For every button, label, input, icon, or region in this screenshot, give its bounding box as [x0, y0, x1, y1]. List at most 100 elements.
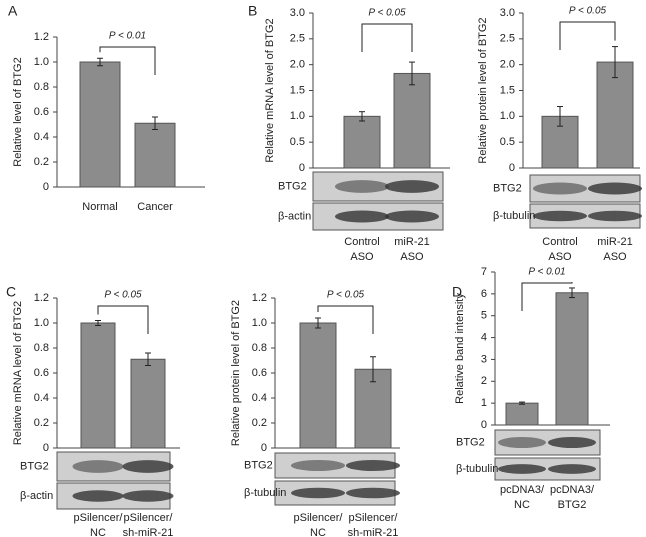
- y-tick-label: 2.0: [500, 59, 515, 71]
- y-tick-label: 1.0: [252, 317, 267, 329]
- bar: [130, 358, 166, 449]
- blot-band: [548, 464, 596, 474]
- x-tick-label: ASO: [603, 251, 627, 263]
- blot-band: [588, 210, 642, 222]
- y-tick-label: 1.2: [34, 31, 49, 43]
- x-tick-label: NC: [514, 499, 530, 511]
- blot-band: [291, 460, 345, 471]
- blot-label: BTG2: [244, 459, 273, 471]
- panel-letter: C: [6, 284, 16, 300]
- y-tick-label: 1.5: [500, 84, 515, 96]
- y-axis-label: Relative protein level of BTG2: [230, 300, 242, 446]
- y-tick-label: 1.5: [290, 84, 305, 96]
- x-tick-label: BTG2: [558, 499, 587, 511]
- x-tick-label: pcDNA3/: [500, 484, 545, 496]
- significance-label: P < 0.05: [368, 8, 406, 19]
- y-tick-label: 0.2: [34, 156, 49, 168]
- y-tick-label: 0.5: [290, 136, 305, 148]
- y-axis-label: Relative band intensity: [454, 293, 466, 404]
- bar: [79, 61, 121, 188]
- blot-band: [335, 210, 389, 223]
- y-tick-label: 2.5: [290, 33, 305, 45]
- x-tick-label: ASO: [548, 251, 572, 263]
- significance-bracket: [99, 46, 156, 75]
- y-tick-label: 4: [481, 331, 487, 343]
- x-tick-label: Normal: [82, 201, 117, 213]
- blot-band: [346, 487, 400, 499]
- bar: [354, 368, 392, 449]
- y-tick-label: 0.2: [34, 417, 49, 429]
- blot-band: [385, 210, 439, 223]
- blot-strip: [494, 457, 601, 481]
- blot-band: [122, 460, 174, 473]
- blot-label: β-tubulin: [493, 210, 535, 222]
- y-tick-label: 0: [299, 162, 305, 174]
- bar: [299, 322, 337, 449]
- significance-bracket: [317, 305, 374, 334]
- bar: [80, 322, 116, 449]
- y-tick-label: 1.2: [252, 292, 267, 304]
- y-axis-label: Relative level of BTG2: [12, 57, 24, 166]
- x-tick-label: Control: [344, 236, 379, 248]
- y-axis-label: Relative mRNA level of BTG2: [12, 301, 24, 445]
- panel-letter: D: [452, 284, 462, 300]
- significance-label: P < 0.01: [109, 31, 146, 42]
- blot-band: [72, 490, 124, 502]
- y-tick-label: 6: [481, 288, 487, 300]
- y-tick-label: 0.6: [34, 367, 49, 379]
- blot-band: [498, 464, 546, 474]
- blot-band: [533, 182, 587, 195]
- y-tick-label: 5: [481, 310, 487, 322]
- bar: [134, 122, 176, 188]
- x-tick-label: pcDNA3/: [550, 484, 595, 496]
- blot-label: BTG2: [456, 436, 485, 448]
- x-tick-label: pSilencer/: [124, 512, 174, 524]
- y-tick-label: 1.0: [500, 110, 515, 122]
- bar: [343, 115, 381, 169]
- significance-bracket: [361, 23, 413, 52]
- y-tick-label: 1: [481, 397, 487, 409]
- x-tick-label: ASO: [400, 251, 424, 263]
- blot-label: BTG2: [20, 460, 49, 472]
- y-tick-label: 3: [481, 353, 487, 365]
- y-tick-label: 1.0: [34, 317, 49, 329]
- y-tick-label: 0.4: [34, 392, 49, 404]
- x-tick-label: miR-21: [597, 236, 632, 248]
- y-tick-label: 3.0: [500, 7, 515, 19]
- blot-band: [335, 180, 389, 193]
- x-tick-label: ASO: [350, 251, 374, 263]
- y-tick-label: 0.4: [34, 131, 49, 143]
- blot-label: β-tubulin: [244, 487, 286, 499]
- y-tick-label: 1.0: [34, 56, 49, 68]
- y-tick-label: 3.0: [290, 7, 305, 19]
- y-tick-label: 0: [481, 419, 487, 431]
- significance-bracket: [559, 21, 616, 50]
- y-tick-label: 2.0: [290, 59, 305, 71]
- x-tick-label: pSilencer/: [294, 512, 344, 524]
- blot-label: β-tubulin: [456, 463, 498, 475]
- x-tick-label: NC: [310, 527, 326, 537]
- bar: [505, 402, 539, 426]
- y-tick-label: 0: [43, 442, 49, 454]
- blot-band: [72, 460, 124, 473]
- x-tick-label: Control: [542, 236, 577, 248]
- x-tick-label: Cancer: [137, 201, 173, 213]
- y-tick-label: 0.2: [252, 417, 267, 429]
- y-tick-label: 0.6: [252, 367, 267, 379]
- y-tick-label: 1.2: [34, 292, 49, 304]
- blot-band: [291, 487, 345, 499]
- blot-label: BTG2: [493, 182, 522, 194]
- panel-letter: B: [248, 3, 257, 19]
- y-axis-label: Relative protein level of BTG2: [477, 17, 489, 163]
- blot-band: [548, 437, 596, 448]
- y-tick-label: 0.4: [252, 392, 267, 404]
- blot-label: β-actin: [278, 210, 311, 222]
- blot-band: [498, 437, 546, 448]
- blot-label: β-actin: [20, 490, 53, 502]
- x-tick-label: pSilencer/: [74, 512, 124, 524]
- blot-band: [385, 180, 439, 193]
- significance-bracket: [521, 281, 573, 311]
- blot-label: BTG2: [278, 180, 307, 192]
- significance-label: P < 0.05: [104, 290, 142, 301]
